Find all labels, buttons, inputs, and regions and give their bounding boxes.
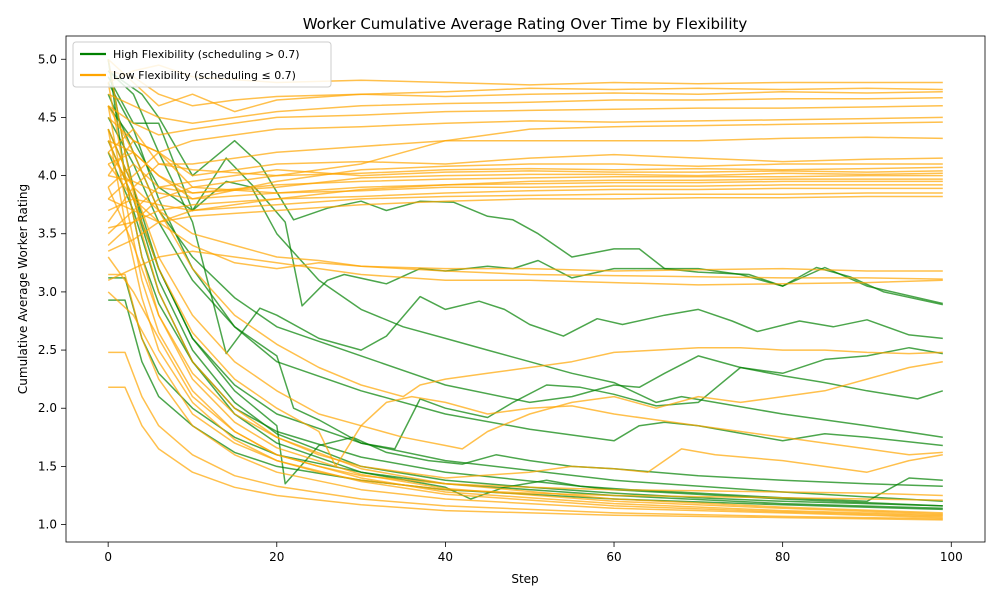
- series-line-low-44: [107, 105, 943, 398]
- series-line-low-49: [107, 291, 943, 501]
- y-tick-label: 5.0: [38, 52, 57, 66]
- x-tick-label: 60: [606, 550, 621, 564]
- series-line-low-18: [108, 273, 943, 519]
- series-line-low-15: [107, 82, 943, 515]
- y-tick-label: 3.0: [38, 285, 57, 299]
- series-line-low-37: [108, 174, 943, 200]
- series-line-low-25: [107, 105, 943, 136]
- series-line-high-6: [107, 70, 943, 355]
- series-line-high-4: [107, 70, 943, 306]
- chart-title: Worker Cumulative Average Rating Over Ti…: [303, 15, 748, 33]
- legend-box: [72, 41, 332, 88]
- x-tick-label: 0: [104, 550, 112, 564]
- y-axis-label: Cumulative Average Worker Rating: [16, 184, 30, 394]
- x-tick-label: 20: [269, 550, 284, 564]
- series-line-low-46: [107, 140, 943, 468]
- series-line-low-43: [107, 250, 943, 286]
- x-axis-ticks: 0 20 40 60 80 100: [104, 542, 963, 564]
- x-tick-label: 80: [775, 550, 790, 564]
- series-line-high-0: [107, 59, 943, 503]
- series-line-low-33: [107, 140, 943, 194]
- series-line-high-7: [107, 82, 943, 447]
- legend-label-high: High Flexibility (scheduling > 0.7): [113, 48, 300, 61]
- series-line-low-29: [107, 151, 943, 200]
- plot-area: 0 20 40 60 80 100 1.0 1.5 2.0 2.5 3.0 3.5 4.0 4.5 5.0: [38, 35, 986, 564]
- series-line-low-19: [108, 351, 943, 520]
- series-line-low-20: [108, 386, 943, 521]
- series-line-high-10: [107, 117, 944, 450]
- series-line-low-17: [107, 128, 943, 518]
- plot-frame: [65, 35, 986, 543]
- series-line-high-12: [107, 140, 943, 507]
- y-tick-label: 4.0: [38, 169, 57, 183]
- y-tick-label: 1.0: [38, 518, 57, 532]
- series-line-low-31: [107, 163, 943, 223]
- y-tick-label: 1.5: [38, 459, 57, 473]
- series-line-high-11: [107, 128, 943, 487]
- series-line-low-24: [107, 93, 943, 124]
- series-line-low-48: [107, 256, 943, 497]
- y-tick-label: 3.5: [38, 227, 57, 241]
- y-tick-label: 2.5: [38, 343, 57, 357]
- series-line-low-47: [107, 186, 943, 479]
- series-layer: [107, 58, 944, 521]
- x-tick-label: 40: [438, 550, 453, 564]
- y-tick-label: 2.0: [38, 401, 57, 415]
- series-line-low-34: [107, 174, 943, 235]
- series-line-low-21: [107, 58, 943, 113]
- series-line-high-9: [107, 105, 943, 439]
- series-line-low-22: [108, 70, 943, 107]
- x-axis-label: Step: [511, 572, 538, 586]
- y-tick-label: 4.5: [38, 110, 57, 124]
- series-line-low-45: [107, 128, 943, 450]
- legend-label-low: Low Flexibility (scheduling ≤ 0.7): [113, 69, 296, 82]
- series-line-low-36: [107, 180, 943, 246]
- legend: High Flexibility (scheduling > 0.7) Low …: [72, 41, 332, 88]
- series-line-high-8: [107, 93, 943, 404]
- y-axis-ticks: 1.0 1.5 2.0 2.5 3.0 3.5 4.0 4.5 5.0: [38, 52, 66, 532]
- x-tick-label: 100: [940, 550, 963, 564]
